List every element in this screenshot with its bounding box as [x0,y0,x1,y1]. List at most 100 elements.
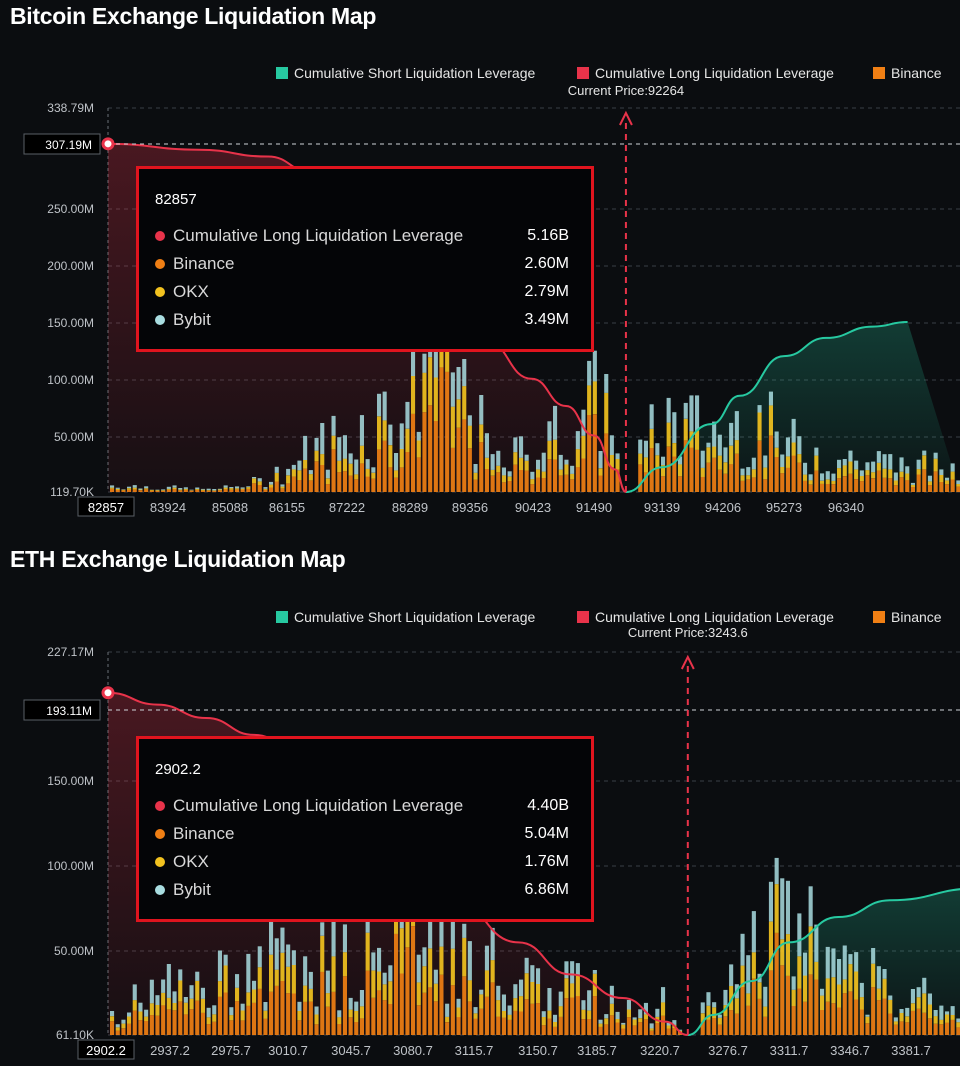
btc-x-tick-label: 89356 [452,500,488,515]
eth-bar-okx [899,1013,904,1022]
eth-bar-bybit [337,1010,342,1018]
btc-bar-binance [359,463,364,492]
eth-bar-bybit [388,965,393,982]
btc-bar-bybit [450,372,455,407]
btc-bar-binance [524,470,529,492]
eth-bar-binance [297,1020,302,1035]
eth-tooltip-value-binance: 5.04M [524,825,569,842]
btc-x-tick-label: 90423 [515,500,551,515]
eth-bar-binance [513,1010,518,1035]
btc-crosshair-label: 307.19M [45,138,92,152]
eth-x-tick-label: 3045.7 [331,1043,371,1058]
btc-bar-binance [433,421,438,492]
btc-bar-okx [536,469,541,478]
eth-bar-bybit [825,946,830,979]
eth-bar-okx [291,965,296,994]
btc-bar-bybit [825,471,830,480]
btc-tooltip-label-bybit: Bybit [173,310,211,329]
btc-bar-bybit [348,453,353,464]
btc-bar-binance [331,449,336,492]
eth-bar-bybit [916,987,921,998]
btc-bar-binance [678,476,683,492]
btc-bar-binance [382,440,387,492]
eth-bar-binance [496,1016,501,1035]
eth-bar-binance [927,1018,932,1035]
btc-bar-bybit [723,447,728,463]
btc-bar-binance [893,485,898,492]
btc-bar-binance [371,478,376,492]
eth-bar-binance [825,1001,830,1035]
btc-bar-binance [672,456,677,492]
eth-bar-okx [621,1024,626,1029]
btc-bar-binance [820,483,825,492]
btc-bar-binance [604,433,609,492]
eth-bar-bybit [507,1005,512,1015]
eth-bar-bybit [780,878,785,940]
btc-bar-binance [865,475,870,492]
eth-bar-okx [149,1003,154,1016]
btc-bar-bybit [479,395,484,425]
btc-bar-bybit [394,453,399,471]
eth-bar-bybit [467,941,472,981]
eth-bar-okx [342,952,347,977]
eth-bar-bybit [490,927,495,961]
eth-bar-bybit [138,1002,143,1012]
btc-bar-okx [399,448,404,468]
btc-bar-okx [155,490,160,491]
eth-legend-swatch-short [276,611,288,623]
btc-bar-okx [297,470,302,480]
btc-legend-label-long: Cumulative Long Liquidation Leverage [595,65,834,81]
eth-bar-okx [189,998,194,1010]
btc-bar-binance [729,464,734,492]
btc-bar-binance [257,485,262,492]
btc-bar-okx [394,470,399,478]
eth-bar-binance [888,1013,893,1035]
btc-bar-bybit [740,468,745,476]
eth-bar-binance [172,1010,177,1035]
eth-bar-bybit [570,961,575,984]
eth-bar-bybit [933,1010,938,1017]
btc-bar-bybit [144,486,149,489]
btc-bar-okx [519,457,524,470]
eth-bar-bybit [348,997,353,1010]
btc-bar-bybit [115,487,120,489]
eth-bar-binance [342,976,347,1035]
eth-bar-binance [945,1022,950,1035]
eth-bar-okx [161,992,166,1006]
btc-bar-bybit [791,418,796,443]
eth-x-tick-label: 3311.7 [770,1043,809,1058]
btc-bar-binance [354,479,359,492]
btc-bar-bybit [405,401,410,429]
btc-bar-binance [751,477,756,492]
eth-bar-okx [110,1016,115,1022]
eth-bar-binance [842,993,847,1035]
eth-bar-binance [365,970,370,1035]
btc-bar-binance [723,473,728,492]
eth-bar-bybit [257,946,262,968]
btc-bar-bybit [842,459,847,466]
btc-bar-binance [325,484,330,492]
btc-bar-okx [945,480,950,485]
eth-bar-okx [115,1027,120,1031]
eth-bar-okx [377,971,382,991]
eth-bar-okx [581,1009,586,1019]
btc-tooltip-row-bybit: Bybit 3.49M [155,306,569,334]
btc-bar-bybit [422,353,427,373]
btc-bar-okx [547,440,552,460]
btc-bar-okx [365,468,370,477]
btc-bar-okx [871,472,876,479]
eth-bar-bybit [700,1002,705,1014]
eth-bar-bybit [808,886,813,927]
btc-bar-okx [587,385,592,415]
eth-bar-binance [808,974,813,1035]
btc-bar-okx [910,484,915,487]
eth-bar-okx [553,1022,558,1027]
eth-bar-okx [547,1010,552,1019]
eth-bar-bybit [950,1006,955,1015]
btc-bar-bybit [484,433,489,458]
btc-bar-bybit [342,435,347,459]
btc-bar-bybit [922,450,927,456]
btc-x-tick-label: 93139 [644,500,680,515]
eth-bar-okx [706,1005,711,1020]
btc-bar-okx [172,487,177,489]
